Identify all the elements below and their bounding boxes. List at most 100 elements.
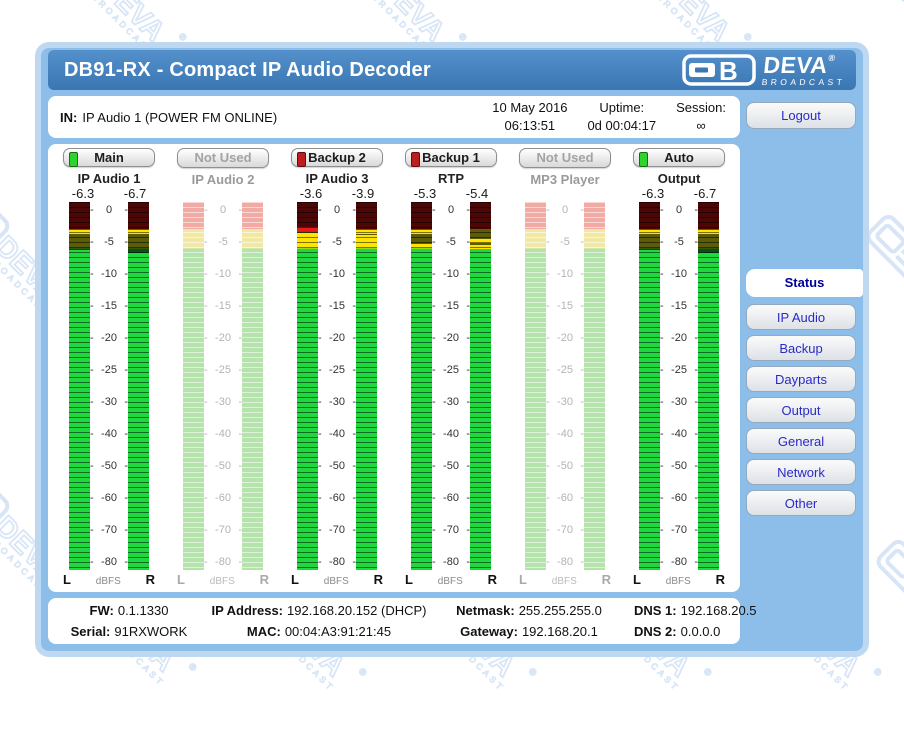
- tick-dash-right: -: [466, 364, 470, 376]
- tick-value: -5: [560, 235, 570, 248]
- tick-value: -80: [557, 555, 573, 568]
- source-button-ip-audio-1[interactable]: Main: [63, 148, 155, 167]
- sidebar-item-other[interactable]: Other: [746, 490, 856, 516]
- level-bar-left: [525, 201, 546, 570]
- tick-dash-right: -: [238, 299, 242, 312]
- scale-tick: - -50-: [204, 460, 242, 472]
- tick-dash-left: -: [204, 523, 208, 536]
- level-value-right: [569, 187, 613, 201]
- sidebar-item-ip-audio[interactable]: IP Audio: [746, 304, 856, 330]
- meter-display: -0- - -5- - -10- - -15- - -20- - -25- - -30- - -40- - -5…: [411, 202, 491, 570]
- info-item: DNS 2: 0.0.0.0: [620, 624, 757, 639]
- tick-dash-left: -: [432, 204, 436, 216]
- logout-button[interactable]: Logout: [746, 102, 856, 129]
- channel-right-label: R: [601, 571, 611, 587]
- tick-dash-left: -: [318, 556, 322, 568]
- tick-dash-left: -: [432, 524, 436, 536]
- scale-tick: - -70-: [660, 524, 698, 536]
- tick-value: -60: [443, 492, 459, 504]
- scale-tick: - -40-: [432, 428, 470, 440]
- tick-value: 0: [675, 204, 683, 216]
- uptime-label: Uptime:: [599, 99, 645, 115]
- channel-right-label: R: [259, 571, 269, 587]
- tick-dash-right: -: [238, 523, 242, 536]
- source-button-ip-audio-2[interactable]: Not Used: [177, 148, 269, 168]
- tick-dash-right: -: [352, 268, 356, 280]
- channel-left-label: L: [519, 571, 527, 587]
- scale-tick: - -50-: [660, 460, 698, 472]
- tick-dash-right: -: [352, 492, 356, 504]
- tick-dash-right: -: [238, 395, 242, 408]
- scale-tick: - -70-: [90, 524, 128, 536]
- tick-dash-right: -: [352, 396, 356, 408]
- tick-dash-left: -: [318, 396, 322, 408]
- scale-tick: - -10-: [204, 268, 242, 280]
- meter-scale: -0- - -5- - -10- - -15- - -20- - -25- - -30- - -40- - -5…: [204, 202, 242, 570]
- info-label: FW:: [89, 603, 114, 618]
- segment-lines: [639, 202, 660, 570]
- tab-status[interactable]: Status: [746, 269, 863, 297]
- tick-dash-right: -: [352, 300, 356, 312]
- level-bar-left: [183, 201, 204, 570]
- level-value-left: -3.6: [299, 186, 323, 201]
- info-item: IP Address: 192.168.20.152 (DHCP): [200, 603, 438, 618]
- tick-value: -80: [329, 556, 345, 568]
- brand-subtitle: BROADCAST: [760, 76, 846, 87]
- sidebar-item-general[interactable]: General: [746, 428, 856, 454]
- channel-left-label: L: [291, 572, 299, 587]
- scale-tick: -0-: [432, 204, 470, 216]
- meter-label: Output: [657, 171, 701, 186]
- tick-value: -5: [446, 236, 456, 248]
- tick-dash-left: -: [660, 300, 664, 312]
- info-item: MAC: 00:04:A3:91:21:45: [200, 624, 438, 639]
- scale-tick: - -10-: [660, 268, 698, 280]
- source-button-mp3-player[interactable]: Not Used: [519, 148, 611, 168]
- level-value-right: [227, 187, 271, 201]
- tick-value: -20: [671, 332, 687, 344]
- tick-dash-right: -: [466, 236, 470, 248]
- tick-dash-right: -: [580, 267, 584, 280]
- tick-dash-left: -: [318, 268, 322, 280]
- source-button-output[interactable]: Auto: [633, 148, 725, 167]
- scale-tick: - -5-: [318, 236, 356, 248]
- tick-dash-left: -: [546, 363, 550, 376]
- green-led-icon: [639, 152, 648, 167]
- scale-tick: - -80-: [432, 556, 470, 568]
- sidebar-item-network[interactable]: Network: [746, 459, 856, 485]
- tick-dash-left: -: [660, 428, 664, 440]
- source-button-rtp[interactable]: Backup 1: [405, 148, 497, 167]
- sidebar-item-backup[interactable]: Backup: [746, 335, 856, 361]
- level-bar-right: [242, 201, 263, 570]
- tick-dash-left: -: [204, 491, 208, 504]
- tick-dash-right: -: [580, 459, 584, 472]
- info-label: Serial:: [70, 624, 111, 639]
- level-bar-left: [69, 202, 90, 570]
- tick-dash-left: -: [660, 204, 664, 216]
- meter-scale: -0- - -5- - -10- - -15- - -20- - -25- - -30- - -40- - -5…: [318, 202, 356, 570]
- tick-dash-left: -: [660, 268, 664, 280]
- tick-value: -15: [443, 300, 459, 312]
- sidebar-item-output[interactable]: Output: [746, 397, 856, 423]
- scale-tick: - -30-: [432, 396, 470, 408]
- tick-value: -50: [443, 460, 459, 472]
- level-bar-right: [698, 202, 719, 570]
- scale-tick: - -60-: [318, 492, 356, 504]
- tick-dash-right: -: [580, 363, 584, 376]
- tick-dash-left: -: [318, 524, 322, 536]
- input-source-text: IN: IP Audio 1 (POWER FM ONLINE): [60, 110, 277, 125]
- tick-value: -50: [101, 460, 117, 472]
- meter-label: MP3 Player: [530, 171, 600, 187]
- tick-value: -50: [215, 459, 231, 472]
- tick-dash-left: -: [90, 364, 94, 376]
- channel-right-label: R: [145, 572, 155, 587]
- tick-value: -15: [215, 299, 231, 312]
- tick-dash-left: -: [90, 556, 94, 568]
- source-button-ip-audio-3[interactable]: Backup 2: [291, 148, 383, 167]
- info-value: 192.168.20.1: [521, 624, 598, 639]
- tick-dash-right: -: [238, 203, 242, 216]
- tick-value: -70: [329, 524, 345, 536]
- sidebar-item-dayparts[interactable]: Dayparts: [746, 366, 856, 392]
- info-item: Netmask: 255.255.255.0: [438, 603, 620, 618]
- level-value-left: [517, 187, 561, 201]
